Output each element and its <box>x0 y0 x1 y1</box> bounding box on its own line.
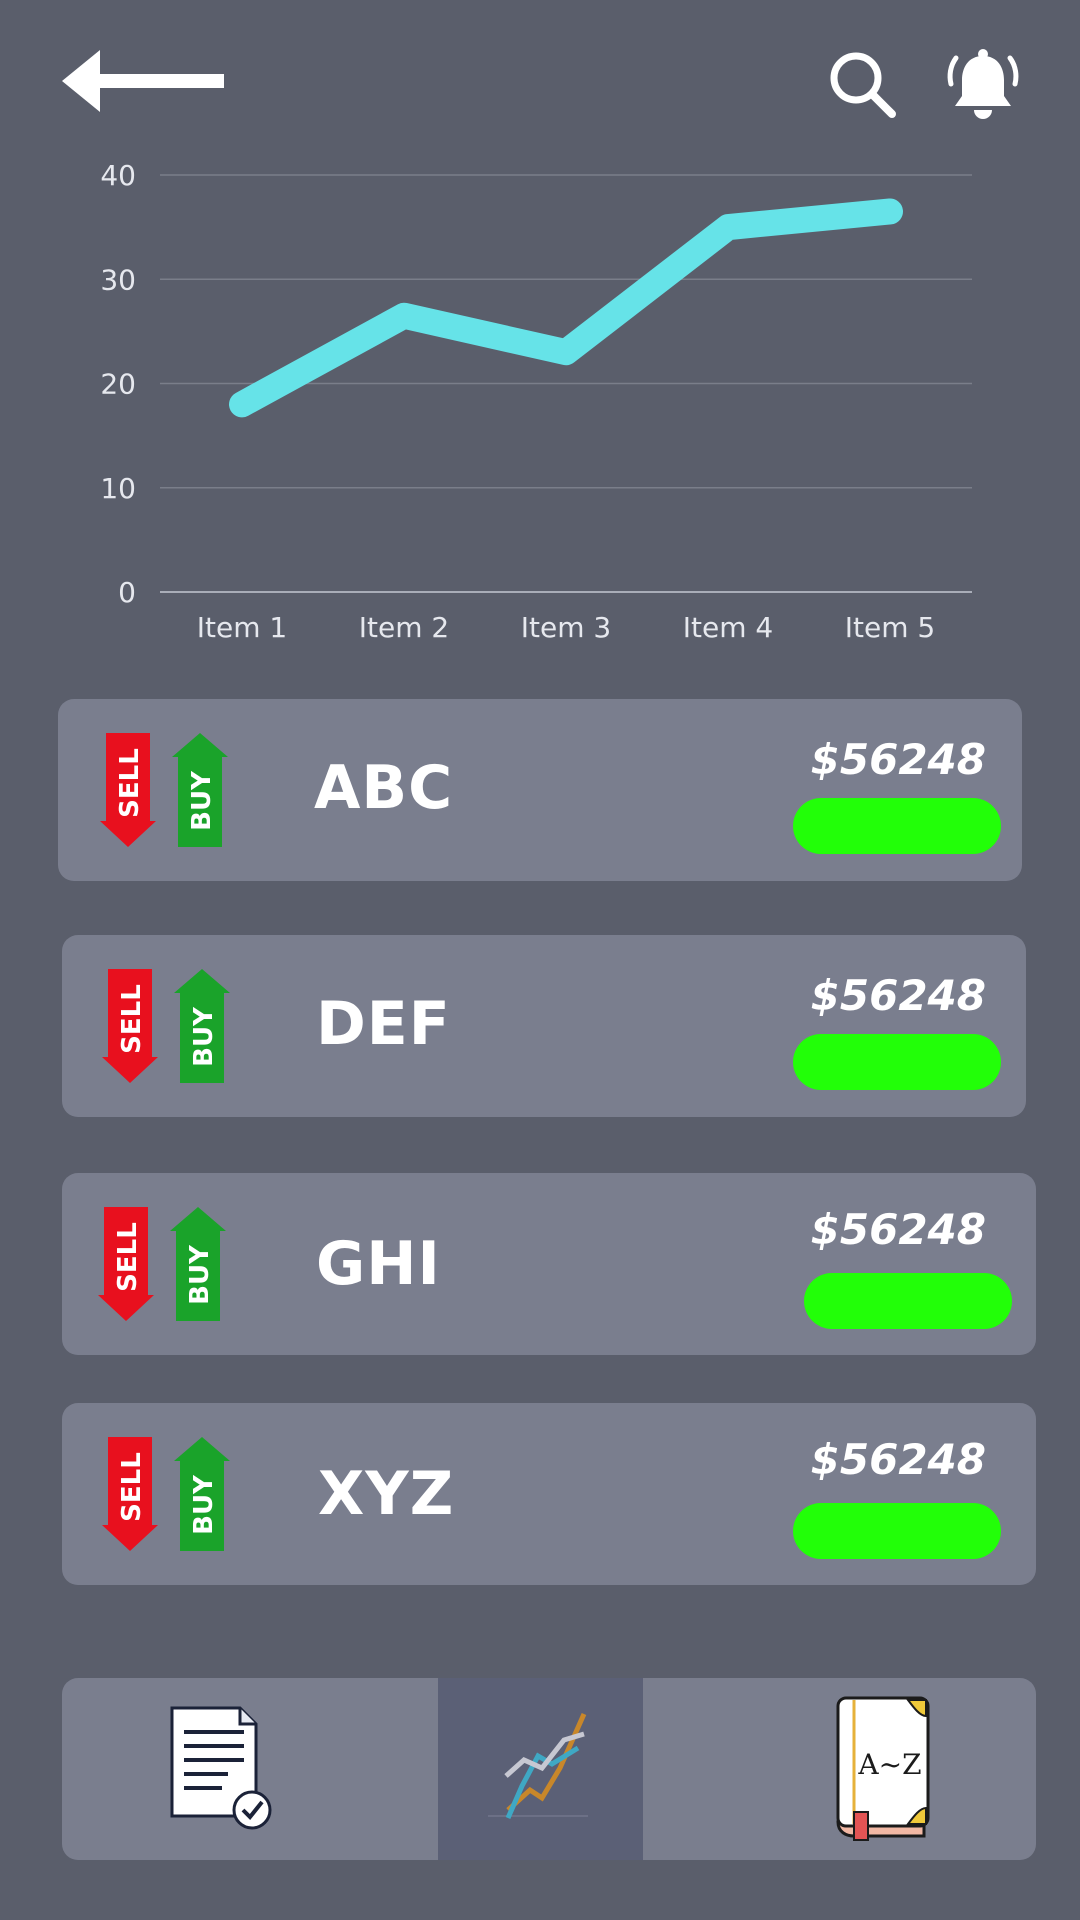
stock-price: $56248 <box>810 735 986 784</box>
data-point <box>403 314 405 317</box>
sell-label: SELL <box>117 1452 147 1522</box>
buy-button[interactable]: BUY <box>174 1437 230 1551</box>
stock-ticker: DEF <box>316 989 451 1059</box>
buy-arrow-icon: BUY <box>170 1207 226 1321</box>
sell-button[interactable]: SELL <box>98 1207 154 1321</box>
data-point <box>889 210 891 213</box>
document-checklist-icon <box>170 1706 272 1830</box>
buy-arrow-icon: BUY <box>172 733 228 847</box>
x-tick-label: Item 5 <box>845 611 935 644</box>
y-tick-label: 0 <box>118 576 136 609</box>
sell-button[interactable]: SELL <box>102 969 158 1083</box>
search-button[interactable] <box>828 50 898 120</box>
status-pill <box>793 1503 1001 1559</box>
series-line <box>229 198 903 418</box>
status-pill <box>793 798 1001 854</box>
buy-button[interactable]: BUY <box>174 969 230 1083</box>
stock-ticker: GHI <box>316 1229 441 1299</box>
nav-documents-tab[interactable] <box>168 1706 278 1832</box>
search-icon <box>830 52 896 118</box>
y-tick-label: 20 <box>100 368 136 401</box>
sell-arrow-icon: SELL <box>102 1437 158 1551</box>
stock-ticker: ABC <box>314 753 454 823</box>
sell-arrow-icon: SELL <box>102 969 158 1083</box>
stock-card[interactable]: SELL BUY GHI $56248 <box>62 1173 1036 1355</box>
bottom-nav: A~Z <box>62 1678 1036 1860</box>
sell-button[interactable]: SELL <box>100 733 156 847</box>
status-pill <box>804 1273 1012 1329</box>
sell-label: SELL <box>115 748 145 818</box>
x-tick-label: Item 3 <box>521 611 611 644</box>
nav-dictionary-tab[interactable]: A~Z <box>830 1694 934 1842</box>
status-pill <box>793 1034 1001 1090</box>
x-tick-label: Item 4 <box>683 611 773 644</box>
stock-price: $56248 <box>810 1435 986 1484</box>
sell-label: SELL <box>117 984 147 1054</box>
data-point <box>565 351 567 354</box>
bell-icon <box>947 49 1019 119</box>
y-tick-label: 40 <box>100 159 136 192</box>
buy-arrow-icon: BUY <box>174 1437 230 1551</box>
buy-button[interactable]: BUY <box>172 733 228 847</box>
book-label: A~Z <box>857 1748 921 1781</box>
line-chart-icon <box>488 1712 588 1820</box>
y-tick-label: 10 <box>100 472 136 505</box>
stock-ticker: XYZ <box>318 1459 455 1529</box>
nav-chart-tab[interactable] <box>438 1678 643 1860</box>
sell-arrow-icon: SELL <box>100 733 156 847</box>
buy-label: BUY <box>187 770 217 831</box>
data-point <box>241 403 243 406</box>
notifications-button[interactable] <box>946 46 1020 122</box>
stock-card[interactable]: SELL BUY XYZ $56248 <box>62 1403 1036 1585</box>
stock-card[interactable]: SELL BUY ABC $56248 <box>58 699 1022 881</box>
buy-label: BUY <box>189 1006 219 1067</box>
back-button[interactable] <box>62 50 228 112</box>
dictionary-book-icon: A~Z <box>836 1696 930 1841</box>
back-arrow-icon <box>62 50 224 112</box>
buy-button[interactable]: BUY <box>170 1207 226 1321</box>
stock-price: $56248 <box>810 1205 986 1254</box>
stock-card[interactable]: SELL BUY DEF $56248 <box>62 935 1026 1117</box>
sell-arrow-icon: SELL <box>98 1207 154 1321</box>
price-line-chart: 0 10 20 30 40 Item 1 Item 2 Item 3 Item 4 Item 5 <box>100 159 972 644</box>
data-point <box>727 226 729 229</box>
buy-arrow-icon: BUY <box>174 969 230 1083</box>
stock-price: $56248 <box>810 971 986 1020</box>
y-tick-label: 30 <box>100 263 136 296</box>
x-tick-label: Item 1 <box>197 611 287 644</box>
buy-label: BUY <box>189 1474 219 1535</box>
sell-label: SELL <box>113 1222 143 1292</box>
sell-button[interactable]: SELL <box>102 1437 158 1551</box>
buy-label: BUY <box>185 1244 215 1305</box>
x-tick-label: Item 2 <box>359 611 449 644</box>
